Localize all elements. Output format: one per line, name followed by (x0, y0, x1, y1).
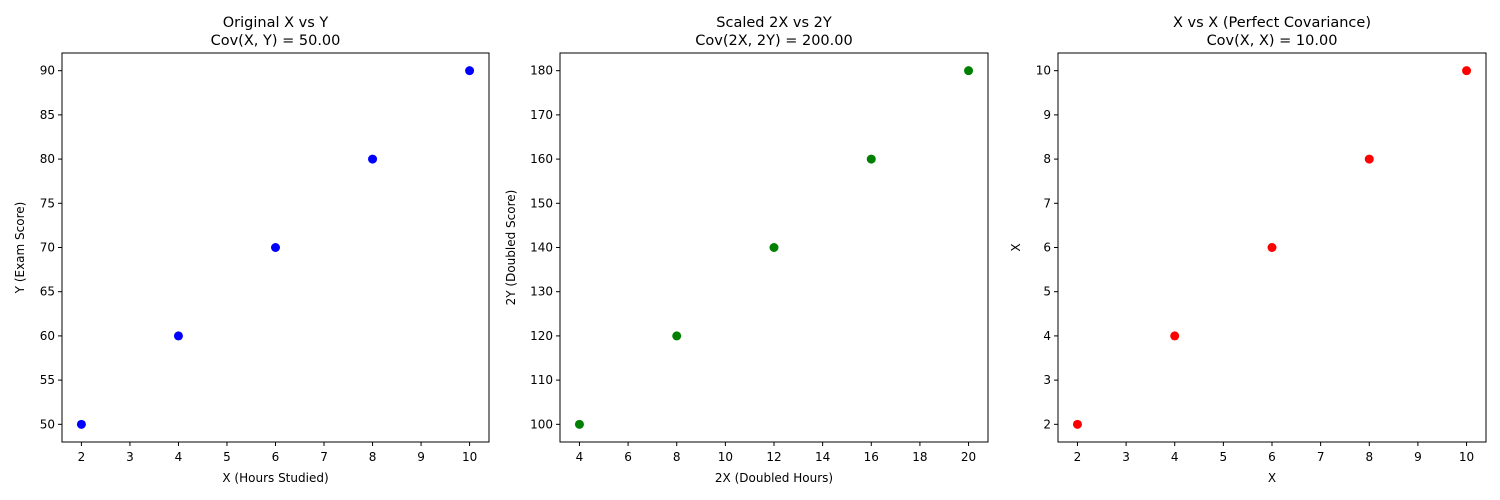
x-axis-label: 2X (Doubled Hours) (715, 471, 833, 485)
y-tick-label: 180 (530, 64, 553, 78)
x-tick-label: 7 (320, 450, 328, 464)
x-tick-label: 3 (1122, 450, 1130, 464)
x-tick-label: 10 (462, 450, 477, 464)
data-point (1072, 419, 1082, 429)
data-point (866, 154, 876, 164)
data-point (76, 419, 86, 429)
y-tick-label: 160 (530, 152, 553, 166)
subplot-1: Original X vs Y Cov(X, Y) = 50.00 2 3 4 5 6 7 8 9… (13, 15, 490, 485)
y-tick-label: 130 (530, 285, 553, 299)
x-tick-label: 18 (912, 450, 927, 464)
data-point (1267, 243, 1277, 252)
y-tick-label: 85 (40, 108, 55, 122)
x-tick-label: 10 (718, 450, 733, 464)
x-tick-label: 4 (576, 450, 584, 464)
plot-area-frame (1057, 52, 1487, 443)
data-point (1462, 66, 1472, 76)
y-tick-label: 5 (1043, 285, 1051, 299)
y-tick-label: 10 (1036, 64, 1051, 78)
y-axis-label: 2Y (Doubled Score) (504, 190, 518, 306)
y-tick-label: 150 (530, 196, 553, 210)
x-tick-label: 16 (864, 450, 879, 464)
x-tick-label: 14 (815, 450, 830, 464)
x-tick-label: 5 (223, 450, 231, 464)
chart-title-line-1: X vs X (Perfect Covariance) (1173, 15, 1371, 31)
x-tick-label: 3 (126, 450, 134, 464)
x-axis-label: X (1268, 471, 1276, 485)
y-axis-label: Y (Exam Score) (13, 202, 27, 295)
y-tick-label: 7 (1043, 196, 1051, 210)
chart-title-line-2: Cov(X, Y) = 50.00 (211, 33, 341, 49)
y-tick-label: 3 (1043, 373, 1051, 387)
x-tick-label: 9 (1414, 450, 1422, 464)
x-tick-label: 6 (624, 450, 632, 464)
data-point (271, 243, 280, 252)
data-point (672, 331, 682, 341)
x-tick-label: 4 (1171, 450, 1179, 464)
x-tick-label: 2 (78, 450, 86, 464)
x-tick-label: 5 (1220, 450, 1228, 464)
y-tick-label: 120 (530, 329, 553, 343)
y-tick-label: 60 (40, 329, 55, 343)
subplot-2: Scaled 2X vs 2Y Cov(2X, 2Y) = 200.00 4 6 8 10… (504, 15, 989, 485)
x-tick-label: 8 (1365, 450, 1373, 464)
y-tick-label: 8 (1043, 152, 1051, 166)
subplot-3: X vs X (Perfect Covariance) Cov(X, X) = 1… (1009, 15, 1487, 485)
y-tick-label: 6 (1043, 241, 1051, 255)
data-point (173, 331, 183, 341)
x-tick-label: 10 (1459, 450, 1474, 464)
data-point (368, 154, 378, 164)
data-point (769, 243, 779, 252)
y-tick-label: 4 (1043, 329, 1051, 343)
chart-title-line-1: Scaled 2X vs 2Y (716, 15, 832, 31)
y-tick-label: 110 (530, 373, 553, 387)
y-tick-label: 75 (40, 196, 55, 210)
data-point (1364, 154, 1374, 164)
y-tick-label: 90 (40, 64, 55, 78)
y-tick-label: 9 (1043, 108, 1051, 122)
plot-area-frame (61, 52, 490, 443)
x-tick-label: 6 (272, 450, 280, 464)
data-point (1170, 331, 1180, 341)
x-tick-label: 8 (369, 450, 377, 464)
y-tick-label: 100 (530, 417, 553, 431)
x-tick-label: 9 (417, 450, 425, 464)
x-tick-label: 12 (766, 450, 781, 464)
data-point (964, 66, 974, 76)
y-tick-label: 2 (1043, 417, 1051, 431)
plot-area-frame (559, 52, 989, 443)
x-tick-label: 20 (961, 450, 976, 464)
x-tick-label: 7 (1317, 450, 1325, 464)
x-tick-label: 6 (1268, 450, 1276, 464)
y-tick-label: 65 (40, 285, 55, 299)
x-tick-label: 4 (175, 450, 183, 464)
y-tick-label: 170 (530, 108, 553, 122)
x-tick-label: 2 (1074, 450, 1082, 464)
chart-title-line-2: Cov(X, X) = 10.00 (1207, 33, 1338, 49)
chart-title-line-2: Cov(2X, 2Y) = 200.00 (695, 33, 852, 49)
y-axis-label: X (1009, 243, 1023, 251)
chart-title-line-1: Original X vs Y (223, 15, 329, 31)
data-point (574, 419, 584, 429)
y-tick-label: 50 (40, 417, 55, 431)
y-tick-label: 80 (40, 152, 55, 166)
y-tick-label: 55 (40, 373, 55, 387)
x-axis-label: X (Hours Studied) (222, 471, 328, 485)
y-tick-label: 140 (530, 241, 553, 255)
y-tick-label: 70 (40, 241, 55, 255)
data-point (465, 66, 475, 76)
x-tick-label: 8 (673, 450, 681, 464)
